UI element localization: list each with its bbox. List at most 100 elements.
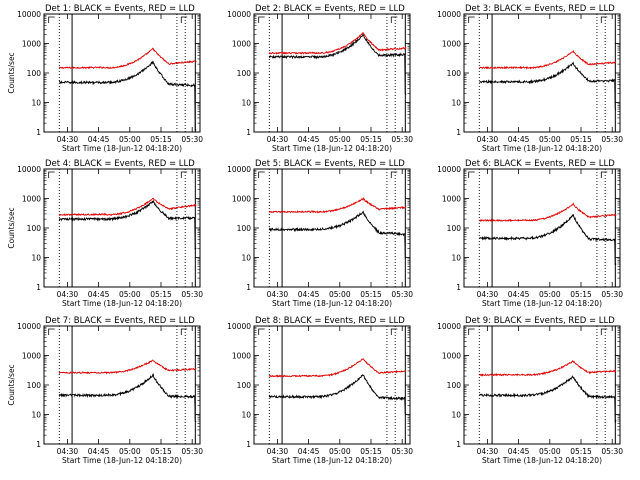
- corner-marker: [48, 171, 55, 178]
- panel-title: Det 3: BLACK = Events, RED = LLD: [465, 4, 615, 14]
- x-tick-label: 04:45: [88, 135, 110, 144]
- y-tick-label: 1000: [232, 40, 251, 49]
- plot-frame: [43, 168, 201, 288]
- panel-title: Det 9: BLACK = Events, RED = LLD: [465, 316, 615, 326]
- y-tick-label: 10: [451, 411, 461, 420]
- corner-marker: [258, 16, 265, 23]
- corner-marker: [48, 16, 55, 23]
- corner-marker: [258, 171, 265, 178]
- y-tick-label: 10000: [437, 165, 461, 174]
- y-tick-label: 100: [447, 381, 462, 390]
- plot-frame: [463, 168, 621, 288]
- y-tick-label: 10: [31, 411, 41, 420]
- series-lld-red: [479, 359, 617, 377]
- y-tick-label: 100: [447, 224, 462, 233]
- y-tick-label: 1: [36, 283, 41, 292]
- x-tick-label: 05:15: [570, 290, 592, 299]
- corner-marker: [468, 171, 475, 178]
- y-tick-label: 10: [241, 99, 251, 108]
- x-axis-label: Start Time (18-Jun-12 04:18:20): [482, 456, 602, 465]
- x-axis-label: Start Time (18-Jun-12 04:18:20): [62, 299, 182, 308]
- y-tick-label: 10000: [437, 322, 461, 331]
- panel-title: Det 2: BLACK = Events, RED = LLD: [255, 4, 405, 14]
- corner-marker: [180, 171, 188, 178]
- y-tick-label: 1: [246, 283, 251, 292]
- x-axis-label: Start Time (18-Jun-12 04:18:20): [482, 299, 602, 308]
- series-events-black: [479, 61, 617, 110]
- x-tick-label: 05:00: [539, 447, 561, 456]
- x-axis-label: Start Time (18-Jun-12 04:18:20): [482, 144, 602, 153]
- series-events-black: [268, 374, 407, 416]
- x-tick-label: 05:30: [391, 447, 413, 456]
- series-lld-red: [58, 47, 197, 70]
- y-tick-label: 10: [451, 99, 461, 108]
- x-tick-label: 04:30: [477, 290, 499, 299]
- y-axis-label: Counts/sec: [7, 364, 16, 405]
- y-tick-label: 1000: [442, 195, 461, 204]
- x-tick-label: 05:30: [391, 135, 413, 144]
- x-tick-label: 05:00: [329, 290, 351, 299]
- y-tick-label: 100: [27, 69, 42, 78]
- series-lld-red: [58, 197, 197, 217]
- x-axis-label: Start Time (18-Jun-12 04:18:20): [62, 456, 182, 465]
- x-tick-label: 04:30: [57, 135, 79, 144]
- panel-title: Det 4: BLACK = Events, RED = LLD: [45, 159, 195, 169]
- y-tick-label: 10000: [437, 10, 461, 19]
- corner-marker: [180, 16, 188, 23]
- y-tick-label: 1: [246, 440, 251, 449]
- y-tick-label: 100: [27, 381, 42, 390]
- y-tick-label: 1000: [232, 195, 251, 204]
- x-tick-label: 05:15: [360, 135, 382, 144]
- y-tick-label: 10000: [227, 165, 251, 174]
- y-tick-label: 1000: [22, 40, 41, 49]
- plot-frame: [253, 325, 411, 445]
- corner-marker: [600, 16, 608, 23]
- corner-marker: [390, 16, 398, 23]
- panel-det-2: Det 2: BLACK = Events, RED = LLD 1 10 100 10…: [227, 4, 413, 153]
- x-tick-label: 04:45: [508, 447, 530, 456]
- panel-det-7: Det 7: BLACK = Events, RED = LLD 1 10 100 10…: [7, 316, 203, 465]
- x-tick-label: 05:15: [150, 447, 172, 456]
- x-tick-label: 04:45: [88, 447, 110, 456]
- series-events-black: [268, 210, 407, 259]
- x-axis-label: Start Time (18-Jun-12 04:18:20): [272, 456, 392, 465]
- y-tick-label: 1: [36, 440, 41, 449]
- x-tick-label: 05:00: [119, 135, 141, 144]
- plot-frame: [463, 325, 621, 445]
- series-lld-red: [479, 202, 617, 223]
- x-tick-label: 05:30: [601, 290, 623, 299]
- series-events-black: [58, 60, 197, 132]
- y-tick-label: 10000: [17, 10, 41, 19]
- y-tick-label: 10: [451, 254, 461, 263]
- x-tick-label: 05:15: [570, 135, 592, 144]
- x-axis-label: Start Time (18-Jun-12 04:18:20): [62, 144, 182, 153]
- x-tick-label: 04:30: [267, 135, 289, 144]
- corner-marker: [600, 171, 608, 178]
- y-tick-label: 1: [246, 128, 251, 137]
- y-tick-label: 1000: [442, 352, 461, 361]
- x-tick-label: 04:45: [298, 135, 320, 144]
- y-tick-label: 10: [241, 411, 251, 420]
- y-tick-label: 100: [237, 69, 252, 78]
- corner-marker: [390, 328, 398, 335]
- y-tick-label: 100: [27, 224, 42, 233]
- x-tick-label: 04:30: [477, 447, 499, 456]
- series-events-black: [268, 33, 407, 95]
- x-axis-label: Start Time (18-Jun-12 04:18:20): [272, 299, 392, 308]
- panel-det-4: Det 4: BLACK = Events, RED = LLD 1 10 100 10…: [7, 159, 203, 308]
- x-tick-label: 05:15: [570, 447, 592, 456]
- series-events-black: [479, 214, 617, 266]
- x-tick-label: 05:30: [391, 290, 413, 299]
- x-tick-label: 05:00: [119, 447, 141, 456]
- corner-marker: [258, 328, 265, 335]
- x-tick-label: 04:30: [57, 290, 79, 299]
- x-tick-label: 05:15: [150, 290, 172, 299]
- panel-det-3: Det 3: BLACK = Events, RED = LLD 1 10 100 10…: [437, 4, 623, 153]
- y-tick-label: 10: [31, 254, 41, 263]
- series-lld-red: [268, 32, 407, 55]
- series-lld-red: [268, 196, 407, 214]
- y-tick-label: 10000: [227, 322, 251, 331]
- x-tick-label: 04:30: [267, 447, 289, 456]
- x-tick-label: 04:30: [267, 290, 289, 299]
